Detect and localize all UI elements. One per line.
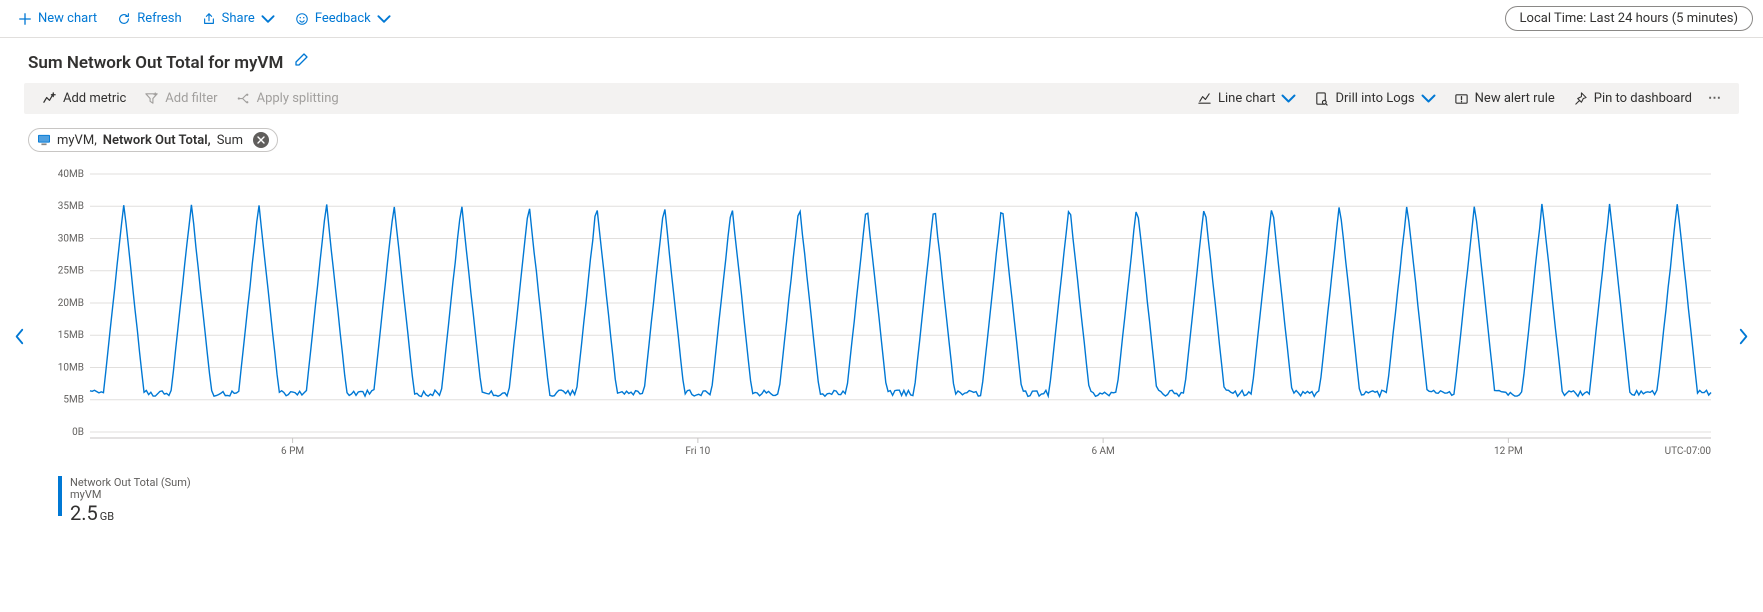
- svg-text:5MB: 5MB: [63, 395, 84, 406]
- legend-value: 2.5GB: [70, 501, 191, 525]
- chevron-down-icon: [377, 12, 391, 26]
- apply-splitting-label: Apply splitting: [257, 91, 339, 106]
- pin-dashboard-button[interactable]: Pin to dashboard: [1565, 87, 1700, 110]
- time-range-label: Local Time: Last 24 hours (5 minutes): [1520, 11, 1738, 26]
- refresh-icon: [117, 12, 131, 26]
- metric-toolbar: Add metric Add filter Apply splitting Li…: [24, 83, 1739, 114]
- edit-title-button[interactable]: [293, 52, 309, 73]
- chip-remove-button[interactable]: [253, 132, 269, 148]
- chart-title: Sum Network Out Total for myVM: [28, 53, 283, 73]
- logs-icon: [1314, 91, 1329, 106]
- add-metric-label: Add metric: [63, 91, 126, 106]
- legend-color-bar: [58, 476, 62, 516]
- chart-legend: Network Out Total (Sum) myVM 2.5GB: [58, 476, 1751, 525]
- legend-resource-label: myVM: [70, 488, 191, 501]
- apply-splitting-button[interactable]: Apply splitting: [228, 87, 347, 110]
- svg-text:15MB: 15MB: [58, 330, 84, 341]
- add-metric-button[interactable]: Add metric: [34, 87, 134, 110]
- svg-text:Fri 10: Fri 10: [685, 446, 710, 457]
- add-metric-icon: [42, 91, 57, 106]
- vm-icon: [37, 134, 51, 146]
- scroll-right-button[interactable]: [1731, 321, 1755, 356]
- chart-area: 0B 5MB 10MB 15MB 20MB 25MB 30MB 35MB 40MB 6 PM Fri…: [12, 166, 1751, 525]
- feedback-label: Feedback: [315, 11, 371, 26]
- metric-chip-row: myVM, Network Out Total, Sum: [0, 114, 1763, 158]
- chevron-down-icon: [1281, 91, 1296, 106]
- scroll-left-button[interactable]: [8, 321, 32, 356]
- chip-metric: Network Out Total,: [103, 133, 211, 148]
- plus-icon: [18, 12, 32, 26]
- chip-aggregation: Sum: [217, 133, 243, 148]
- share-label: Share: [222, 11, 255, 26]
- add-filter-label: Add filter: [165, 91, 217, 106]
- svg-text:40MB: 40MB: [58, 169, 84, 180]
- line-chart-svg: 0B 5MB 10MB 15MB 20MB 25MB 30MB 35MB 40MB 6 PM Fri…: [42, 166, 1721, 466]
- feedback-button[interactable]: Feedback: [287, 7, 399, 30]
- refresh-button[interactable]: Refresh: [109, 7, 189, 30]
- svg-text:12 PM: 12 PM: [1494, 446, 1523, 457]
- metric-chip[interactable]: myVM, Network Out Total, Sum: [28, 128, 278, 152]
- smiley-icon: [295, 12, 309, 26]
- svg-text:UTC-07:00: UTC-07:00: [1665, 446, 1712, 457]
- chip-resource: myVM,: [57, 133, 97, 148]
- chart-type-button[interactable]: Line chart: [1189, 87, 1304, 110]
- pin-label: Pin to dashboard: [1594, 91, 1692, 106]
- new-chart-button[interactable]: New chart: [10, 7, 105, 30]
- add-filter-button[interactable]: Add filter: [136, 87, 225, 110]
- new-alert-button[interactable]: New alert rule: [1446, 87, 1563, 110]
- new-chart-label: New chart: [38, 11, 97, 26]
- svg-text:6 PM: 6 PM: [281, 446, 304, 457]
- split-icon: [236, 91, 251, 106]
- top-toolbar: New chart Refresh Share Feedback Local T…: [0, 0, 1763, 38]
- time-range-pill[interactable]: Local Time: Last 24 hours (5 minutes): [1505, 6, 1753, 31]
- svg-text:35MB: 35MB: [58, 201, 84, 212]
- new-alert-label: New alert rule: [1475, 91, 1555, 106]
- svg-text:25MB: 25MB: [58, 266, 84, 277]
- svg-text:0B: 0B: [72, 427, 84, 438]
- chart-type-label: Line chart: [1218, 91, 1275, 106]
- share-icon: [202, 12, 216, 26]
- refresh-label: Refresh: [137, 11, 181, 26]
- line-chart-icon: [1197, 91, 1212, 106]
- svg-text:10MB: 10MB: [58, 362, 84, 373]
- alert-icon: [1454, 91, 1469, 106]
- filter-icon: [144, 91, 159, 106]
- svg-text:6 AM: 6 AM: [1091, 446, 1114, 457]
- pin-icon: [1573, 91, 1588, 106]
- chart-title-row: Sum Network Out Total for myVM: [0, 38, 1763, 83]
- chart-plot[interactable]: 0B 5MB 10MB 15MB 20MB 25MB 30MB 35MB 40MB 6 PM Fri…: [42, 166, 1721, 466]
- drill-logs-button[interactable]: Drill into Logs: [1306, 87, 1443, 110]
- pencil-icon: [293, 52, 309, 68]
- chevron-left-icon: [14, 327, 26, 345]
- chevron-down-icon: [1421, 91, 1436, 106]
- drill-logs-label: Drill into Logs: [1335, 91, 1414, 106]
- chevron-right-icon: [1737, 327, 1749, 345]
- svg-text:30MB: 30MB: [58, 233, 84, 244]
- svg-text:20MB: 20MB: [58, 298, 84, 309]
- share-button[interactable]: Share: [194, 7, 283, 30]
- more-menu-button[interactable]: ⋯: [1702, 87, 1729, 110]
- ellipsis-icon: ⋯: [1708, 91, 1723, 106]
- chevron-down-icon: [261, 12, 275, 26]
- close-icon: [257, 136, 265, 144]
